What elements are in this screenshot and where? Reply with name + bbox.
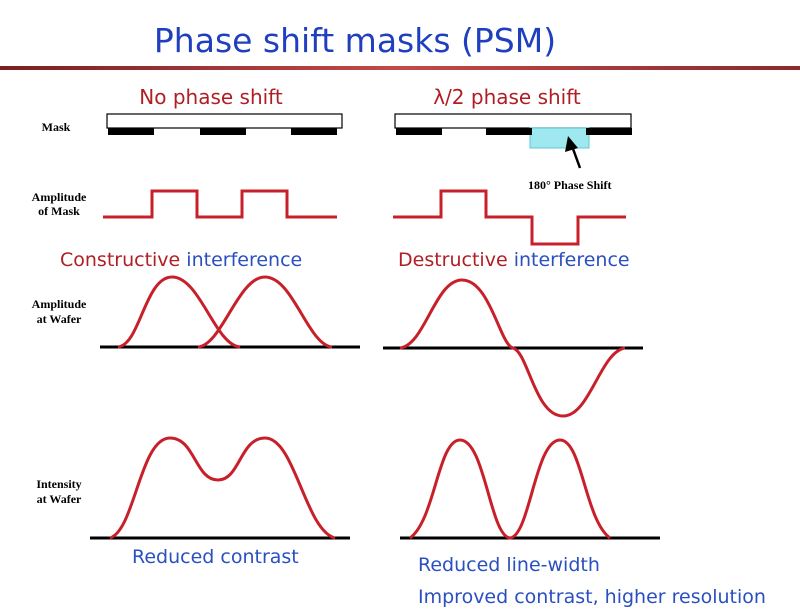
left-amp-curve-2 — [197, 275, 333, 349]
left-result: Reduced contrast — [132, 546, 299, 568]
phase-shifter — [529, 127, 590, 149]
left-int-curve — [109, 436, 336, 540]
page-title: Phase shift masks (PSM) — [154, 21, 556, 60]
title-rule — [0, 66, 800, 70]
right-interference: Destructive interference — [398, 249, 630, 271]
left-heading: No phase shift — [139, 85, 283, 109]
label-amp-mask-1: Amplitude — [32, 190, 87, 204]
right-mask — [394, 113, 632, 149]
right-heading: λ/2 phase shift — [433, 85, 581, 109]
label-amp-wafer-2: at Wafer — [37, 312, 82, 326]
label-mask: Mask — [42, 120, 71, 134]
left-mask — [106, 113, 343, 135]
right-result-1: Reduced line-width — [418, 554, 600, 576]
left-interference: Constructive interference — [60, 249, 302, 271]
left-amp-curve-1 — [117, 275, 241, 349]
right-int-curve — [409, 438, 611, 540]
arrow-icon — [565, 136, 582, 169]
label-amp-mask-2: of Mask — [38, 204, 80, 218]
label-int-wafer-2: at Wafer — [37, 492, 82, 506]
left-mask-amplitude — [103, 189, 337, 219]
right-result-2: Improved contrast, higher resolution — [418, 586, 766, 608]
label-amp-wafer-1: Amplitude — [32, 297, 87, 311]
right-mask-amplitude — [393, 189, 626, 246]
phase-shift-annotation: 180° Phase Shift — [528, 178, 611, 192]
label-int-wafer-1: Intensity — [36, 477, 81, 491]
right-amp-curve — [399, 278, 626, 418]
